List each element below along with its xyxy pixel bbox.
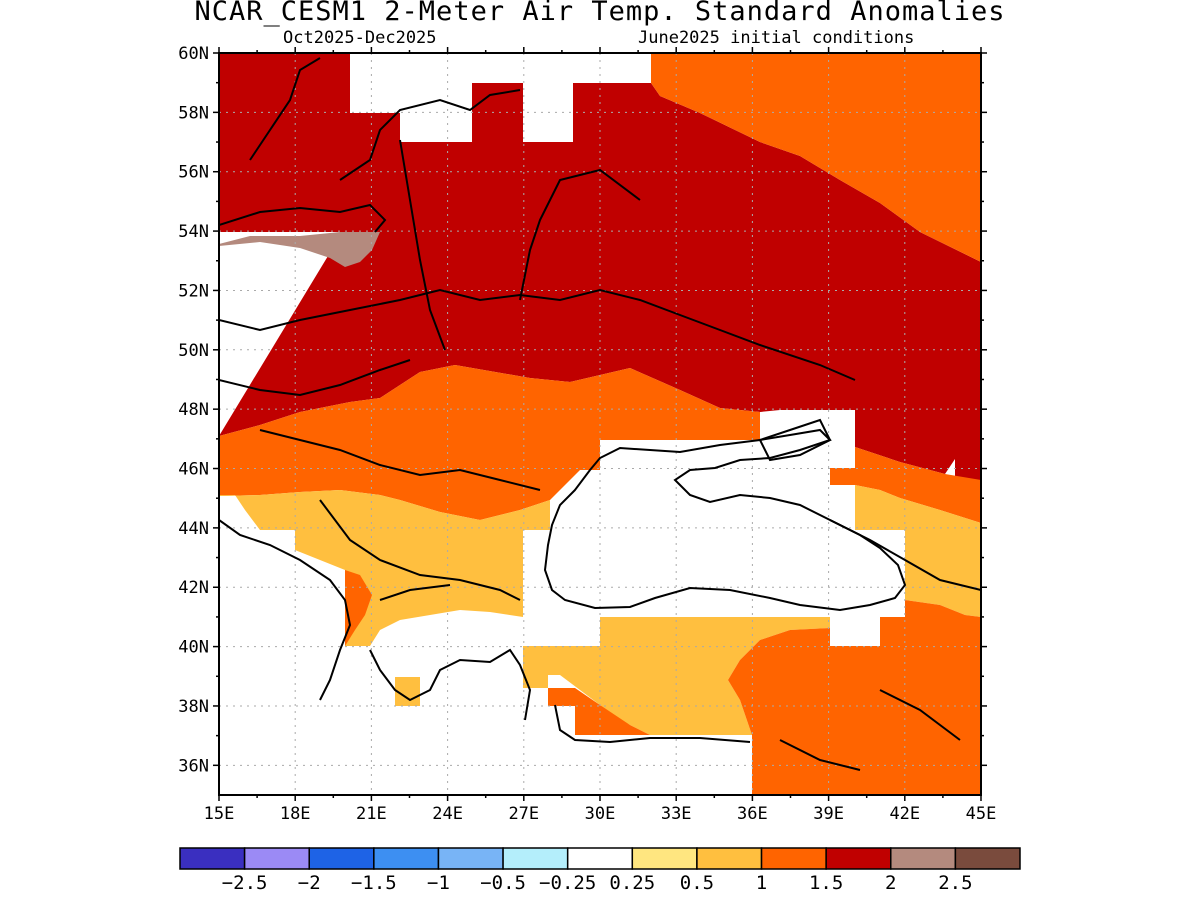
initial-conditions: June2025 initial conditions <box>638 28 915 48</box>
colorbar-swatch <box>179 847 246 870</box>
colorbar-swatch <box>954 847 1021 870</box>
lat-label: 40N <box>178 638 209 658</box>
colorbar-label: 0.25 <box>609 872 655 894</box>
lat-label: 44N <box>178 519 209 539</box>
colorbar-label: −0.5 <box>480 872 526 894</box>
borders-south <box>319 499 981 771</box>
lat-label: 56N <box>178 163 209 183</box>
anomaly-region-1-1p5-northeast <box>651 53 981 262</box>
lon-label: 42E <box>889 804 920 824</box>
lat-label: 54N <box>178 222 209 242</box>
lat-label: 48N <box>178 400 209 420</box>
lat-label: 46N <box>178 460 209 480</box>
colorbar-swatch <box>502 847 569 870</box>
forecast-period: Oct2025-Dec2025 <box>283 28 437 48</box>
lat-label: 58N <box>178 103 209 123</box>
colorbar-label: −1 <box>427 872 450 894</box>
colorbar-swatch <box>373 847 440 870</box>
lon-label: 24E <box>432 804 463 824</box>
lon-label: 21E <box>356 804 387 824</box>
colorbar-label: 1.5 <box>809 872 843 894</box>
colorbar-swatch <box>631 847 698 870</box>
lon-label: 39E <box>813 804 844 824</box>
lon-label: 15E <box>204 804 235 824</box>
colorbar-swatch <box>308 847 375 870</box>
borders-north <box>219 139 856 491</box>
aegean-coast <box>369 648 751 744</box>
anomaly-region-1-1p5-north <box>219 365 760 520</box>
colorbar-label: −0.25 <box>539 872 596 894</box>
lon-label: 36E <box>737 804 768 824</box>
baltic-coast <box>219 57 521 233</box>
colorbar-label: −1.5 <box>351 872 397 894</box>
anomaly-region-0p5-1-balkans <box>219 490 550 646</box>
graticule <box>219 53 981 795</box>
colorbar-label: 0.5 <box>680 872 714 894</box>
colorbar-swatch <box>890 847 957 870</box>
lat-label: 42N <box>178 578 209 598</box>
latitude-labels: 60N 58N 56N 54N 52N 50N 48N 46N 44N 42N 40N 38N 36N <box>178 44 209 776</box>
lon-label: 33E <box>661 804 692 824</box>
map-plot-area <box>219 53 981 795</box>
colorbar-swatch <box>243 847 310 870</box>
lat-label: 60N <box>178 44 209 64</box>
longitude-labels: 15E 18E 21E 24E 27E 30E 33E 36E 39E 42E 45E <box>204 804 997 824</box>
lon-label: 18E <box>280 804 311 824</box>
colorbar-label: 1 <box>756 872 767 894</box>
lon-label: 30E <box>585 804 616 824</box>
adriatic-coast <box>219 519 352 701</box>
lat-label: 36N <box>178 756 209 776</box>
colorbar-swatch <box>437 847 504 870</box>
coastlines <box>219 57 981 771</box>
lon-label: 27E <box>508 804 539 824</box>
colorbar: −2.5 −2 −1.5 −1 −0.5 −0.25 0.25 0.5 1 1.5 2 2.5 <box>179 847 1021 894</box>
colorbar-swatch <box>696 847 763 870</box>
anomaly-region-1-1p5-adriatic <box>345 570 372 646</box>
colorbar-label: −2 <box>298 872 321 894</box>
lat-label: 52N <box>178 281 209 301</box>
lon-label: 45E <box>966 804 997 824</box>
lat-label: 50N <box>178 341 209 361</box>
sea-of-azov-coast <box>758 418 832 462</box>
anomaly-region-1-1p5-anatolia <box>548 688 650 735</box>
colorbar-swatch <box>825 847 892 870</box>
anomaly-region-1p5-2 <box>219 53 981 480</box>
colorbar-swatch <box>566 847 634 870</box>
colorbar-swatch <box>760 847 827 870</box>
colorbar-label: 2.5 <box>938 872 972 894</box>
anomaly-region-1-1p5-east <box>830 447 981 523</box>
colorbar-label: 2 <box>885 872 896 894</box>
anomaly-region-2-2p5 <box>219 232 380 267</box>
colorbar-label: −2.5 <box>222 872 268 894</box>
anomaly-region-0p5-1-east <box>855 485 981 617</box>
axis-ticks <box>213 47 987 801</box>
chart-title: NCAR_CESM1 2-Meter Air Temp. Standard An… <box>194 0 1006 27</box>
lat-label: 38N <box>178 697 209 717</box>
